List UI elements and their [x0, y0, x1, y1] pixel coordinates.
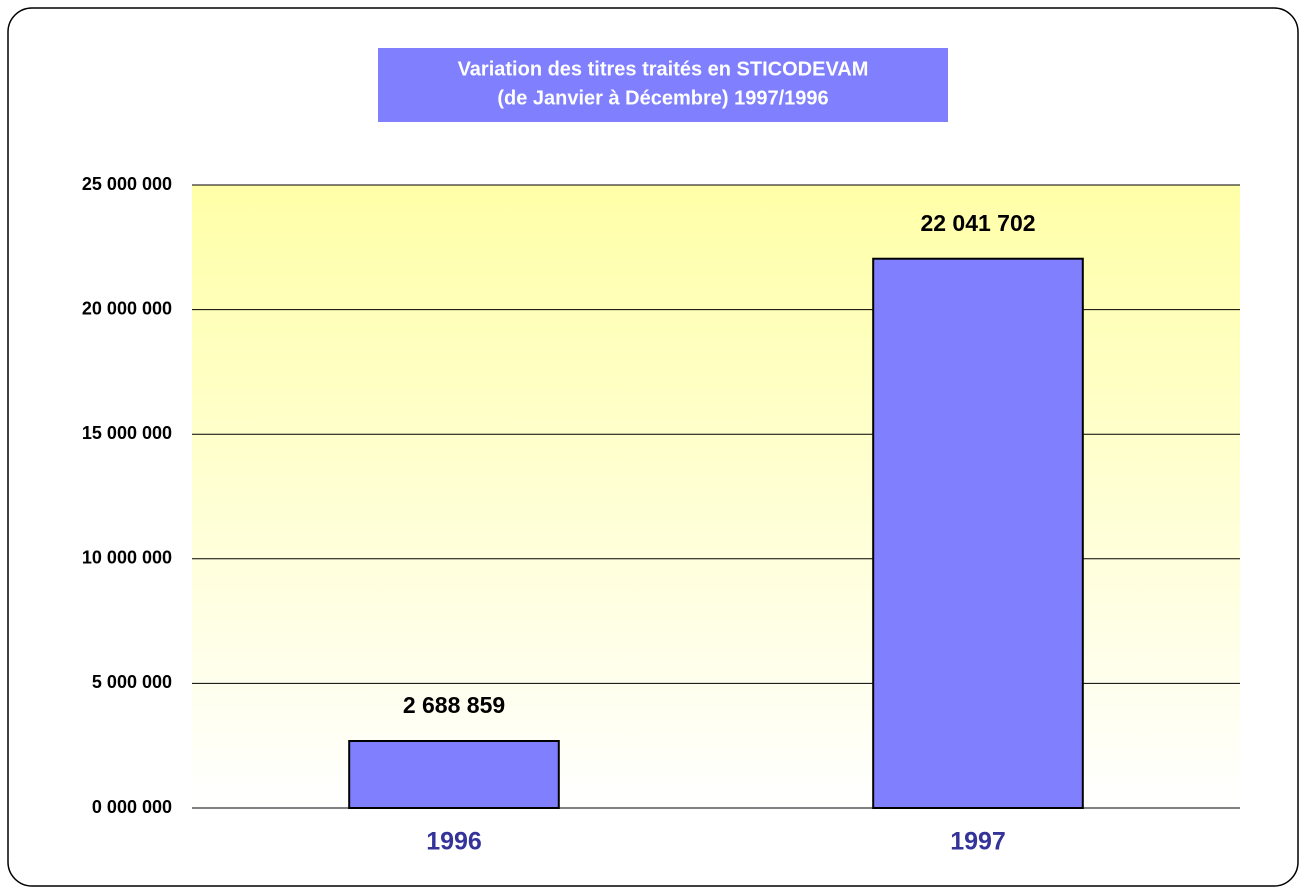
x-tick-label: 1997	[950, 828, 1006, 856]
value-label: 2 688 859	[403, 692, 505, 718]
value-label: 22 041 702	[920, 210, 1035, 236]
y-tick-label: 15 000 000	[82, 423, 172, 443]
y-tick-label: 25 000 000	[82, 174, 172, 194]
y-tick-label: 0 000 000	[92, 797, 172, 817]
chart-title: Variation des titres traités en STICODEV…	[458, 58, 869, 80]
y-tick-label: 10 000 000	[82, 548, 172, 568]
y-tick-label: 20 000 000	[82, 298, 172, 318]
title-box	[378, 48, 948, 122]
y-tick-label: 5 000 000	[92, 672, 172, 692]
bar	[872, 257, 1084, 810]
bar	[348, 739, 560, 810]
chart-title: (de Janvier à Décembre) 1997/1996	[497, 87, 828, 109]
x-tick-label: 1996	[426, 828, 482, 856]
